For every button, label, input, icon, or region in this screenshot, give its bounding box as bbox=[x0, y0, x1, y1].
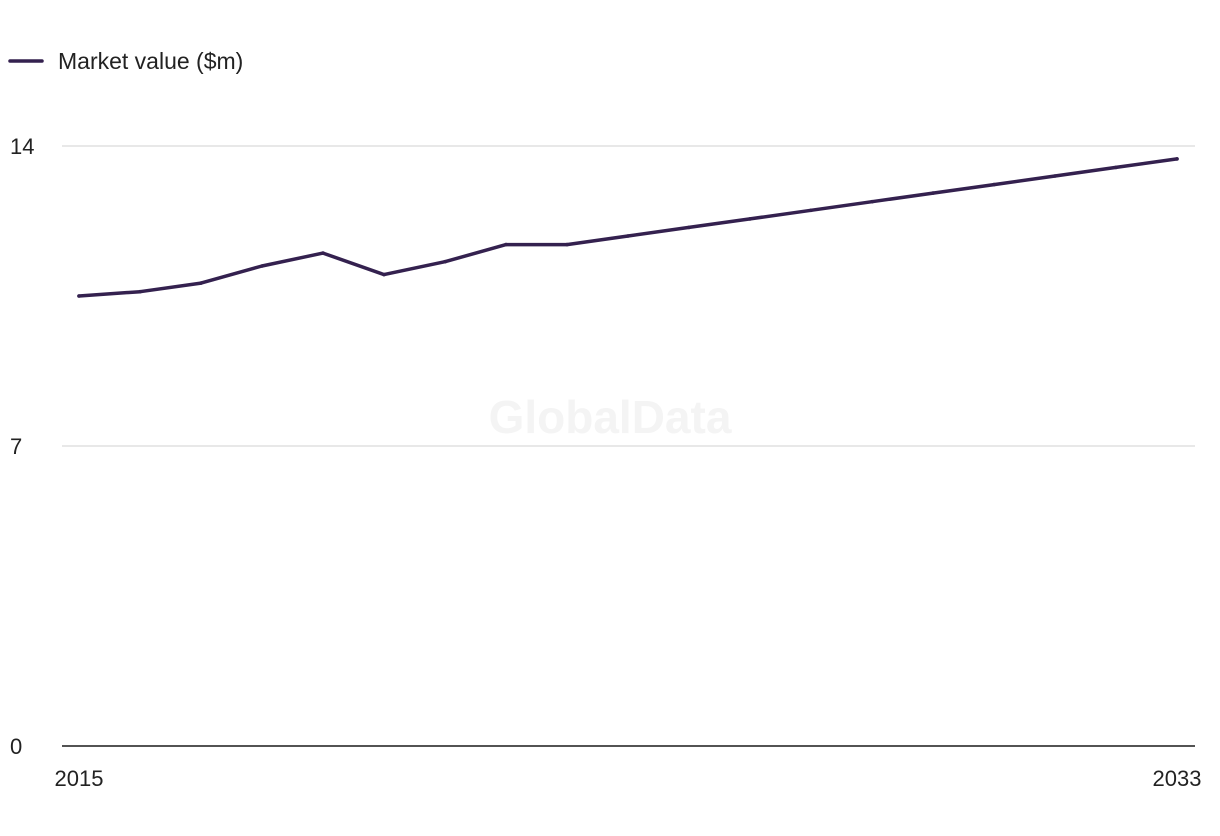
data-point-2029 bbox=[931, 191, 935, 195]
axes: 0 7 14 2015 2033 bbox=[10, 134, 1201, 791]
data-point-2017 bbox=[199, 281, 203, 285]
data-point-2030 bbox=[992, 182, 996, 187]
data-point-2018 bbox=[260, 264, 264, 268]
data-point-2032 bbox=[1114, 165, 1118, 170]
data-point-2016 bbox=[138, 289, 142, 294]
data-point-2023 bbox=[565, 242, 569, 247]
data-point-2025 bbox=[687, 225, 691, 230]
watermark-text: GlobalData bbox=[489, 391, 732, 443]
x-tick-label-2015: 2015 bbox=[55, 766, 104, 791]
data-point-2024 bbox=[626, 234, 630, 238]
grid bbox=[62, 145, 1195, 447]
data-point-2021 bbox=[443, 259, 447, 264]
y-tick-label-14: 14 bbox=[10, 134, 34, 159]
data-point-2031 bbox=[1053, 174, 1057, 178]
data-point-2027 bbox=[809, 208, 813, 213]
legend-label: Market value ($m) bbox=[58, 48, 243, 74]
data-point-2019 bbox=[321, 251, 325, 255]
data-point-2028 bbox=[870, 199, 874, 204]
y-tick-label-7: 7 bbox=[10, 434, 22, 459]
series-line-0 bbox=[77, 157, 1179, 298]
data-point-2020 bbox=[382, 272, 386, 277]
y-tick-label-0: 0 bbox=[10, 734, 22, 759]
legend: Market value ($m) bbox=[8, 48, 243, 74]
data-point-2022 bbox=[504, 242, 508, 247]
x-tick-label-2033: 2033 bbox=[1153, 766, 1202, 791]
data-point-2033 bbox=[1175, 157, 1179, 161]
data-point-2026 bbox=[748, 217, 752, 221]
data-point-2015 bbox=[77, 294, 81, 298]
series-layer bbox=[77, 157, 1179, 298]
